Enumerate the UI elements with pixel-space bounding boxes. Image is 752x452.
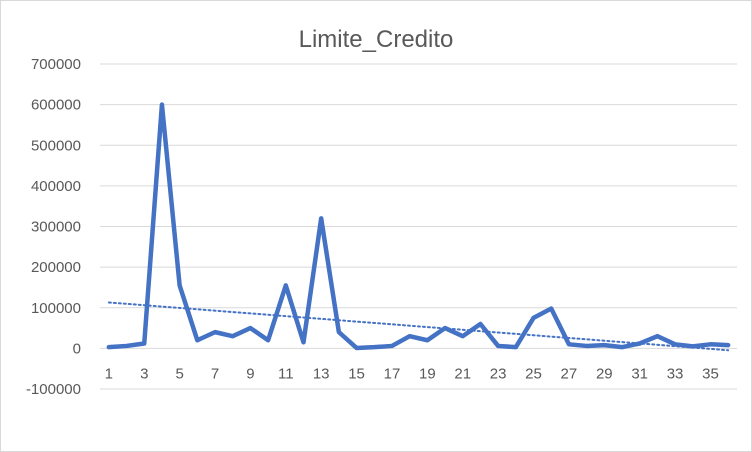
x-tick-label: 27 bbox=[561, 365, 578, 382]
y-tick-label: 100000 bbox=[31, 300, 81, 317]
x-tick-label: 29 bbox=[596, 365, 613, 382]
y-tick-label: 300000 bbox=[31, 219, 81, 236]
series-line bbox=[106, 102, 731, 351]
x-axis-ticks: 1 3 5 7 9 11 13 15 17 19 21 23 25 27 29 31 33 35 bbox=[105, 365, 719, 382]
series-layer bbox=[106, 102, 731, 351]
x-tick-label: 7 bbox=[211, 365, 219, 382]
y-tick-label: 700000 bbox=[31, 56, 81, 73]
y-tick-label: 0 bbox=[73, 340, 81, 357]
trendline-layer bbox=[107, 301, 730, 352]
chart-title: Limite_Credito bbox=[299, 26, 454, 53]
x-tick-label: 21 bbox=[454, 365, 471, 382]
x-tick-label: 25 bbox=[525, 365, 542, 382]
x-tick-label: 3 bbox=[140, 365, 148, 382]
y-tick-label: 500000 bbox=[31, 137, 81, 154]
y-tick-label: 600000 bbox=[31, 97, 81, 114]
x-tick-label: 19 bbox=[419, 365, 436, 382]
x-tick-label: 5 bbox=[175, 365, 183, 382]
x-tick-label: 35 bbox=[702, 365, 719, 382]
x-tick-label: 17 bbox=[384, 365, 401, 382]
y-tick-label: 400000 bbox=[31, 178, 81, 195]
y-tick-label: -100000 bbox=[26, 381, 81, 398]
y-tick-label: 200000 bbox=[31, 259, 81, 276]
x-tick-label: 1 bbox=[105, 365, 113, 382]
x-tick-label: 13 bbox=[313, 365, 330, 382]
x-tick-label: 15 bbox=[348, 365, 365, 382]
trendline bbox=[107, 301, 730, 352]
x-tick-label: 23 bbox=[490, 365, 507, 382]
x-tick-label: 9 bbox=[246, 365, 254, 382]
x-tick-label: 33 bbox=[667, 365, 684, 382]
x-tick-label: 31 bbox=[631, 365, 648, 382]
x-tick-label: 11 bbox=[278, 365, 294, 382]
y-axis-ticks: 700000 600000 500000 400000 300000 200000 1000… bbox=[26, 56, 81, 398]
gridlines bbox=[100, 63, 737, 390]
